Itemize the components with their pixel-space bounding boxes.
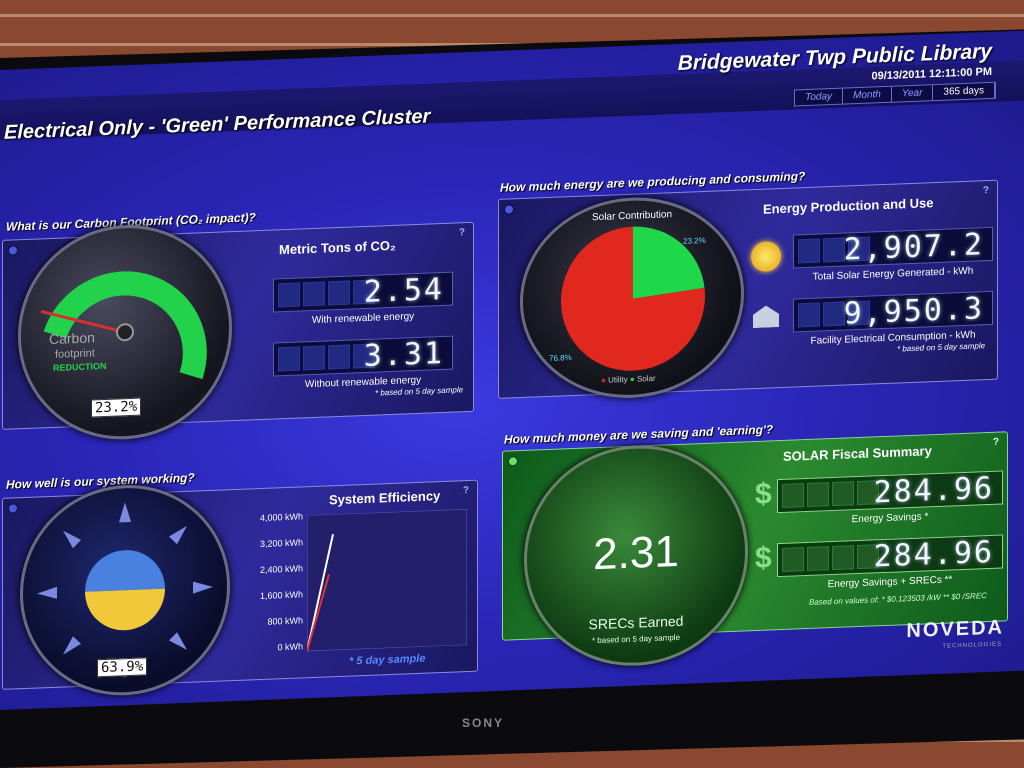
solar-generated-display: 2,907.2: [793, 227, 993, 269]
building-icon: [753, 305, 779, 328]
co2-with-value: 2.54: [363, 271, 444, 310]
solar-pie: [561, 226, 705, 371]
co2-with-display: 2.54: [273, 271, 453, 313]
fiscal-panel-title: SOLAR Fiscal Summary: [783, 443, 932, 464]
rate-srec: ** $0 /SREC: [942, 591, 987, 602]
carbon-dial: Carbon footprint REDUCTION 23.2%: [18, 221, 232, 444]
tv-brand: SONY: [462, 716, 505, 730]
dial-reduction-label: REDUCTION: [53, 360, 107, 373]
tab-365-days[interactable]: 365 days: [933, 82, 995, 101]
srecs-value: 2.31: [593, 526, 679, 580]
pie-slice-solar: [633, 226, 705, 299]
noveda-logo: NOVEDA: [906, 616, 1004, 643]
based-on-label: Based on values of:: [809, 595, 880, 607]
carbon-panel-title: Metric Tons of CO₂: [279, 237, 396, 258]
facility-consumption-display: 9,950.3: [793, 291, 993, 333]
dial-footprint-label: footprint: [55, 347, 95, 361]
savings-srecs-display: 284.96: [777, 534, 1003, 578]
panel-indicator: [9, 504, 17, 513]
help-icon[interactable]: ?: [462, 484, 469, 497]
solar-generated-label: Total Solar Energy Generated - kWh: [812, 265, 974, 283]
panel-indicator: [509, 457, 517, 466]
carbon-gauge-arc: [40, 271, 207, 380]
efficiency-pct: 63.9%: [97, 657, 148, 678]
pie-slice-utility: [561, 226, 705, 371]
tab-month[interactable]: Month: [843, 86, 892, 104]
dial-carbon-label: Carbon: [49, 329, 95, 348]
utility-pct-label: 76.8%: [549, 353, 572, 363]
sample-label: * 5 day sample: [349, 652, 426, 668]
energy-panel-title: Energy Production and Use: [763, 195, 934, 217]
sun-icon: [751, 240, 781, 273]
legend-utility: Utility: [608, 374, 628, 385]
sample-label-text: 5 day sample: [356, 652, 426, 668]
system-panel: ? System Efficiency 4,000 kWh 3,200 kWh …: [2, 479, 478, 690]
efficiency-y-axis: 4,000 kWh 3,200 kWh 2,400 kWh 1,600 kWh …: [243, 511, 303, 657]
carbon-note: * based on 5 day sample: [375, 385, 464, 398]
carbon-reduction-pct: 23.2%: [91, 397, 142, 418]
y-tick: 4,000 kWh: [259, 511, 303, 524]
y-tick: 2,400 kWh: [259, 563, 303, 576]
y-tick: 3,200 kWh: [259, 537, 303, 550]
help-icon[interactable]: ?: [458, 227, 465, 239]
sun-rays-icon: [37, 502, 213, 679]
tab-today[interactable]: Today: [795, 88, 844, 106]
dashboard-screen: Electrical Only - 'Green' Performance Cl…: [0, 30, 1024, 711]
efficiency-dial: 63.9%: [20, 481, 230, 700]
help-icon[interactable]: ?: [982, 185, 989, 197]
solar-pct-label: 23.2%: [683, 235, 706, 246]
y-tick: 800 kWh: [267, 615, 303, 627]
savings-srecs-value: 284.96: [873, 534, 994, 574]
co2-without-display: 3.31: [273, 335, 453, 377]
energy-note: * based on 5 day sample: [897, 341, 986, 354]
noveda-logo-sub: TECHNOLOGIES: [942, 641, 1002, 650]
energy-savings-display: 284.96: [777, 470, 1003, 514]
co2-with-label: With renewable energy: [311, 311, 415, 327]
efficiency-chart: [307, 509, 467, 652]
tab-year[interactable]: Year: [891, 85, 934, 102]
system-panel-title: System Efficiency: [329, 488, 441, 508]
y-tick: 1,600 kWh: [259, 589, 303, 602]
panel-indicator: [505, 205, 513, 214]
help-icon[interactable]: ?: [992, 436, 999, 448]
legend-solar: Solar: [636, 373, 656, 384]
solar-contribution-dial: Solar Contribution 23.2% 76.8% ● Utility…: [520, 193, 744, 403]
dollar-icon: $: [755, 477, 772, 511]
co2-without-value: 3.31: [363, 335, 444, 374]
facility-consumption-value: 9,950.3: [843, 290, 984, 332]
rates-note: Based on values of: * $0.123503 /kW ** $…: [809, 591, 987, 607]
y-tick: 0 kWh: [277, 641, 303, 653]
panel-indicator: [9, 246, 17, 255]
energy-savings-value: 284.96: [873, 470, 994, 510]
dollar-icon: $: [755, 541, 772, 575]
solar-generated-value: 2,907.2: [843, 226, 984, 268]
rate-kw: * $0.123503 /kW: [881, 592, 941, 605]
